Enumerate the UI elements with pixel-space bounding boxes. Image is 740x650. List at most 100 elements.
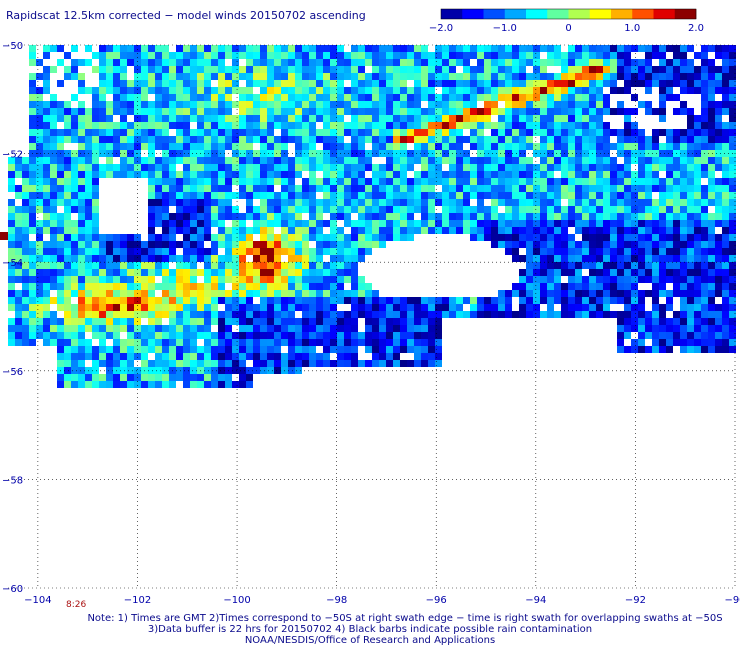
wind-difference-cell — [190, 108, 197, 115]
wind-difference-cell — [204, 136, 211, 143]
wind-difference-cell — [617, 52, 624, 59]
wind-difference-cell — [232, 297, 239, 304]
wind-difference-cell — [183, 178, 190, 185]
wind-difference-cell — [190, 199, 197, 206]
wind-difference-cell — [687, 213, 694, 220]
wind-difference-cell — [169, 374, 176, 381]
wind-difference-cell — [57, 283, 64, 290]
wind-difference-cell — [92, 283, 99, 290]
wind-difference-cell — [547, 206, 554, 213]
wind-difference-cell — [498, 213, 505, 220]
wind-difference-cell — [71, 115, 78, 122]
wind-difference-cell — [652, 248, 659, 255]
wind-difference-cell — [491, 157, 498, 164]
wind-difference-cell — [554, 45, 561, 52]
wind-difference-cell — [589, 276, 596, 283]
wind-difference-cell — [708, 94, 715, 101]
wind-difference-cell — [113, 94, 120, 101]
wind-difference-cell — [141, 80, 148, 87]
wind-difference-cell — [64, 381, 71, 388]
wind-difference-cell — [687, 59, 694, 66]
wind-difference-cell — [540, 115, 547, 122]
wind-difference-cell — [372, 73, 379, 80]
wind-difference-cell — [190, 227, 197, 234]
wind-difference-cell — [407, 164, 414, 171]
wind-difference-cell — [701, 332, 708, 339]
wind-difference-cell — [470, 304, 477, 311]
wind-difference-cell — [659, 115, 666, 122]
wind-difference-cell — [78, 297, 85, 304]
wind-difference-cell — [22, 311, 29, 318]
wind-difference-cell — [106, 283, 113, 290]
wind-difference-cell — [8, 157, 15, 164]
wind-difference-cell — [113, 255, 120, 262]
wind-difference-cell — [561, 178, 568, 185]
wind-difference-cell — [596, 304, 603, 311]
wind-difference-cell — [204, 45, 211, 52]
color-scale-segment — [526, 9, 548, 19]
wind-difference-cell — [694, 276, 701, 283]
wind-difference-cell — [421, 164, 428, 171]
wind-difference-cell — [582, 157, 589, 164]
wind-difference-cell — [379, 45, 386, 52]
wind-difference-cell — [85, 164, 92, 171]
wind-difference-cell — [351, 143, 358, 150]
wind-difference-cell — [176, 262, 183, 269]
wind-difference-cell — [463, 220, 470, 227]
wind-difference-cell — [505, 94, 512, 101]
wind-difference-cell — [589, 122, 596, 129]
wind-difference-cell — [99, 255, 106, 262]
wind-difference-cell — [155, 143, 162, 150]
wind-difference-cell — [645, 101, 652, 108]
wind-difference-cell — [491, 199, 498, 206]
wind-difference-cell — [211, 332, 218, 339]
wind-difference-cell — [232, 66, 239, 73]
wind-difference-cell — [456, 311, 463, 318]
wind-difference-cell — [512, 199, 519, 206]
wind-difference-cell — [470, 66, 477, 73]
wind-difference-cell — [29, 185, 36, 192]
wind-difference-cell — [351, 73, 358, 80]
wind-difference-cell — [428, 332, 435, 339]
wind-difference-cell — [204, 129, 211, 136]
wind-difference-cell — [57, 227, 64, 234]
wind-difference-cell — [302, 346, 309, 353]
wind-difference-cell — [113, 66, 120, 73]
wind-difference-cell — [197, 115, 204, 122]
wind-difference-cell — [99, 269, 106, 276]
wind-difference-cell — [85, 290, 92, 297]
wind-difference-cell — [155, 136, 162, 143]
longitude-tick-label: −102 — [124, 595, 151, 606]
wind-difference-cell — [239, 318, 246, 325]
wind-difference-cell — [519, 178, 526, 185]
wind-difference-cell — [316, 241, 323, 248]
wind-difference-cell — [722, 262, 729, 269]
wind-difference-cell — [22, 255, 29, 262]
wind-difference-cell — [309, 255, 316, 262]
wind-difference-cell — [78, 220, 85, 227]
wind-difference-cell — [169, 164, 176, 171]
wind-difference-cell — [463, 171, 470, 178]
wind-difference-cell — [239, 283, 246, 290]
wind-difference-cell — [169, 143, 176, 150]
wind-difference-cell — [351, 332, 358, 339]
wind-difference-cell — [666, 269, 673, 276]
wind-difference-cell — [64, 339, 71, 346]
wind-difference-cell — [575, 129, 582, 136]
wind-difference-cell — [715, 115, 722, 122]
wind-difference-cell — [64, 304, 71, 311]
wind-difference-cell — [78, 311, 85, 318]
wind-difference-cell — [267, 283, 274, 290]
wind-difference-cell — [134, 87, 141, 94]
wind-difference-cell — [246, 304, 253, 311]
wind-difference-cell — [64, 269, 71, 276]
wind-difference-cell — [624, 80, 631, 87]
wind-difference-cell — [568, 297, 575, 304]
wind-difference-cell — [547, 255, 554, 262]
wind-difference-cell — [526, 80, 533, 87]
wind-difference-cell — [358, 276, 365, 283]
wind-difference-cell — [652, 171, 659, 178]
wind-difference-cell — [246, 262, 253, 269]
wind-difference-cell — [589, 297, 596, 304]
wind-difference-cell — [50, 248, 57, 255]
